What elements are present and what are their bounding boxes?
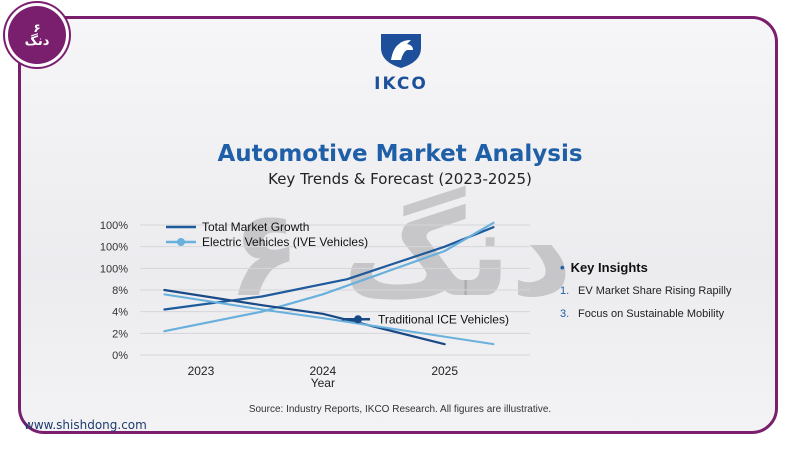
ice-label-marker — [354, 315, 362, 324]
y-tick-label: 4% — [112, 307, 128, 319]
y-tick-label: 0% — [112, 350, 128, 362]
ikco-logo: IKCO — [353, 30, 449, 102]
x-tick-label: 2025 — [431, 364, 458, 378]
y-tick-label: 2% — [112, 328, 128, 340]
website-link[interactable]: www.shishdong.com — [24, 418, 147, 432]
horse-shield-icon — [381, 34, 421, 68]
badge-word: دنگ — [24, 33, 50, 49]
line-chart: 0% 2% 4% 8% 100% 100% 100% 2023 2024 2025 Year Tota… — [100, 220, 530, 390]
insight-text: Focus on Sustainable Mobility — [578, 308, 725, 320]
badge-number: ۶ — [33, 20, 41, 35]
bullet-icon: • — [560, 260, 565, 275]
x-tick-label: 2023 — [188, 364, 215, 378]
page-subtitle: Key Trends & Forecast (2023-2025) — [268, 170, 532, 188]
series-line — [163, 221, 495, 333]
legend-label: Total Market Growth — [202, 220, 309, 234]
y-tick-label: 100% — [100, 242, 128, 254]
y-tick-label: 100% — [100, 220, 128, 232]
y-tick-label: 8% — [112, 285, 128, 297]
logo-brand: IKCO — [374, 74, 428, 94]
x-axis-label: Year — [311, 376, 335, 390]
insight-number: 1. — [560, 285, 570, 297]
y-tick-label: 100% — [100, 263, 128, 275]
ice-series-label: Traditional ICE Vehicles) — [378, 312, 509, 326]
insight-number: 3. — [560, 308, 570, 320]
insight-text: EV Market Share Rising Rapilly — [578, 285, 732, 297]
legend-marker — [177, 238, 185, 246]
insights-heading: • Key Insights — [560, 260, 648, 275]
legend-label: Electric Vehicles (IVE Vehicles) — [202, 235, 368, 249]
series-line — [163, 293, 495, 346]
insight-item: 1. EV Market Share Rising Rapilly — [560, 285, 770, 298]
insight-item: 3. Focus on Sustainable Mobility — [560, 308, 770, 321]
series-line — [163, 288, 446, 346]
brand-badge: ۶ دنگ — [8, 6, 66, 64]
insights-panel: • Key Insights 1. EV Market Share Rising … — [560, 260, 770, 321]
source-note: Source: Industry Reports, IKCO Research.… — [248, 404, 552, 415]
page-title: Automotive Market Analysis — [217, 141, 583, 167]
x-tick-label: 2024 — [309, 364, 336, 378]
